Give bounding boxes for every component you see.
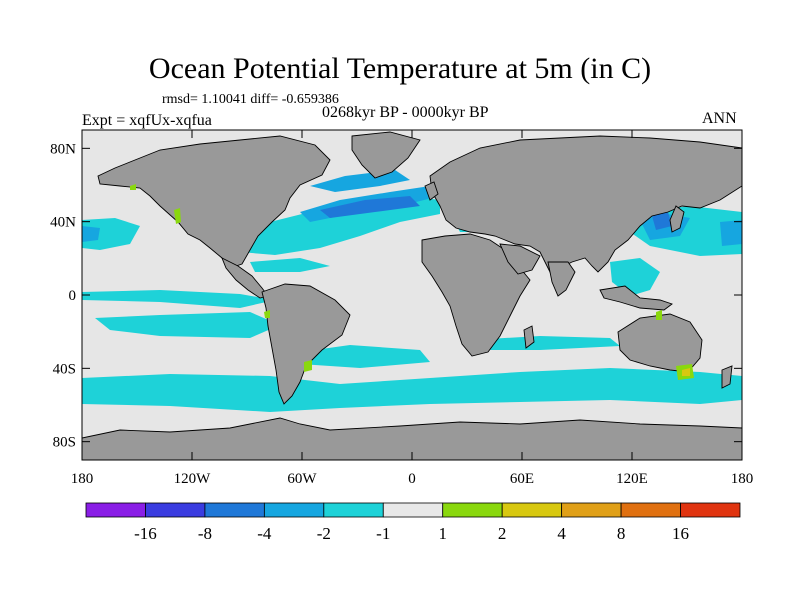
season-label: ANN [702,110,737,127]
longitude-axis: 180 120W 60W 0 60E 120E 180 [71,130,754,487]
colorbar-swatch [442,502,503,518]
south-australia-core [682,368,690,376]
colorbar-swatch [382,502,444,518]
africa [421,233,531,357]
india [547,261,576,297]
colorbar-swatch [85,502,146,518]
lon-tick-label: 120E [616,471,648,487]
north-america [97,135,331,269]
antarctica [82,417,742,460]
argentina-warm [304,360,312,372]
period-label: 0268kyr BP - 0000kyr BP [322,104,489,121]
land-masses [82,131,742,460]
map-panel [82,130,742,460]
south-america [261,283,351,405]
colorbar: -16 -8 -4 -2 -1 1 2 4 8 16 [85,502,741,543]
cooling-anomaly-regions [82,195,742,412]
colorbar-swatch [263,502,325,518]
greenland [351,131,421,179]
map-title: Ocean Potential Temperature at 5m (in C) [148,52,652,85]
latitude-axis: 80N 40N 0 40S 80S [50,141,742,451]
colorbar-label: -2 [317,524,331,543]
lon-tick-label: 0 [408,471,416,487]
labrador-core [310,170,410,192]
arabia [499,243,541,275]
strong-warming-regions [682,368,690,376]
colorbar-label: -1 [376,524,390,543]
experiment-label: Expt = xqfUx-xqfua [82,112,212,129]
lon-tick-label: 120W [174,471,212,487]
north-pacific-east-band [82,218,140,250]
lat-tick-label: 40S [53,361,76,377]
uk [424,181,439,201]
colorbar-swatch [561,502,622,518]
colorbar-swatch [145,502,206,518]
colorbar-label: 4 [557,524,566,543]
arctic-warm [130,184,136,190]
lon-tick-label: 180 [71,471,94,487]
very-strong-cooling-regions [320,196,672,230]
eurasia [429,135,742,277]
colorbar-swatch [620,502,681,518]
gulf-stream-core [320,196,420,218]
lat-tick-label: 80S [53,435,76,451]
madagascar [523,325,535,349]
lon-tick-label: 180 [731,471,754,487]
peru-warm [264,310,270,318]
colorbar-label: -4 [257,524,272,543]
colorbar-label: 8 [617,524,626,543]
colorbar-swatch [501,502,563,518]
colorbar-label: 16 [672,524,689,543]
tropical-band-light [82,290,275,308]
colorbar-label: -8 [198,524,212,543]
lon-tick-label: 60W [287,471,317,487]
southern-ocean-band [82,368,742,412]
timor-warm [656,310,662,320]
colorbar-label: -16 [134,524,157,543]
colorbar-swatch [204,502,265,518]
colorbar-label: 1 [438,524,447,543]
caribbean-band [250,258,330,272]
indian-ocean-band [470,336,620,350]
stats-text: rmsd= 1.10041 diff= -0.659386 [162,92,339,107]
japan-sea-core [652,212,672,230]
pacific-nw-warm [174,208,181,224]
lat-tick-label: 40N [50,215,76,231]
colorbar-swatch [680,502,741,518]
lat-tick-label: 80N [50,141,76,157]
central-pacific-core [82,226,100,242]
australia [617,313,703,373]
lon-tick-label: 60E [510,471,534,487]
new-zealand [721,365,733,389]
east-pacific-band [95,312,280,338]
east-pacific-core [720,220,742,246]
japan [669,205,685,233]
colorbar-swatch [323,502,384,518]
south-atlantic-band [300,345,430,368]
colorbar-label: 2 [498,524,507,543]
indonesia [599,285,673,311]
lat-tick-label: 0 [69,288,77,304]
